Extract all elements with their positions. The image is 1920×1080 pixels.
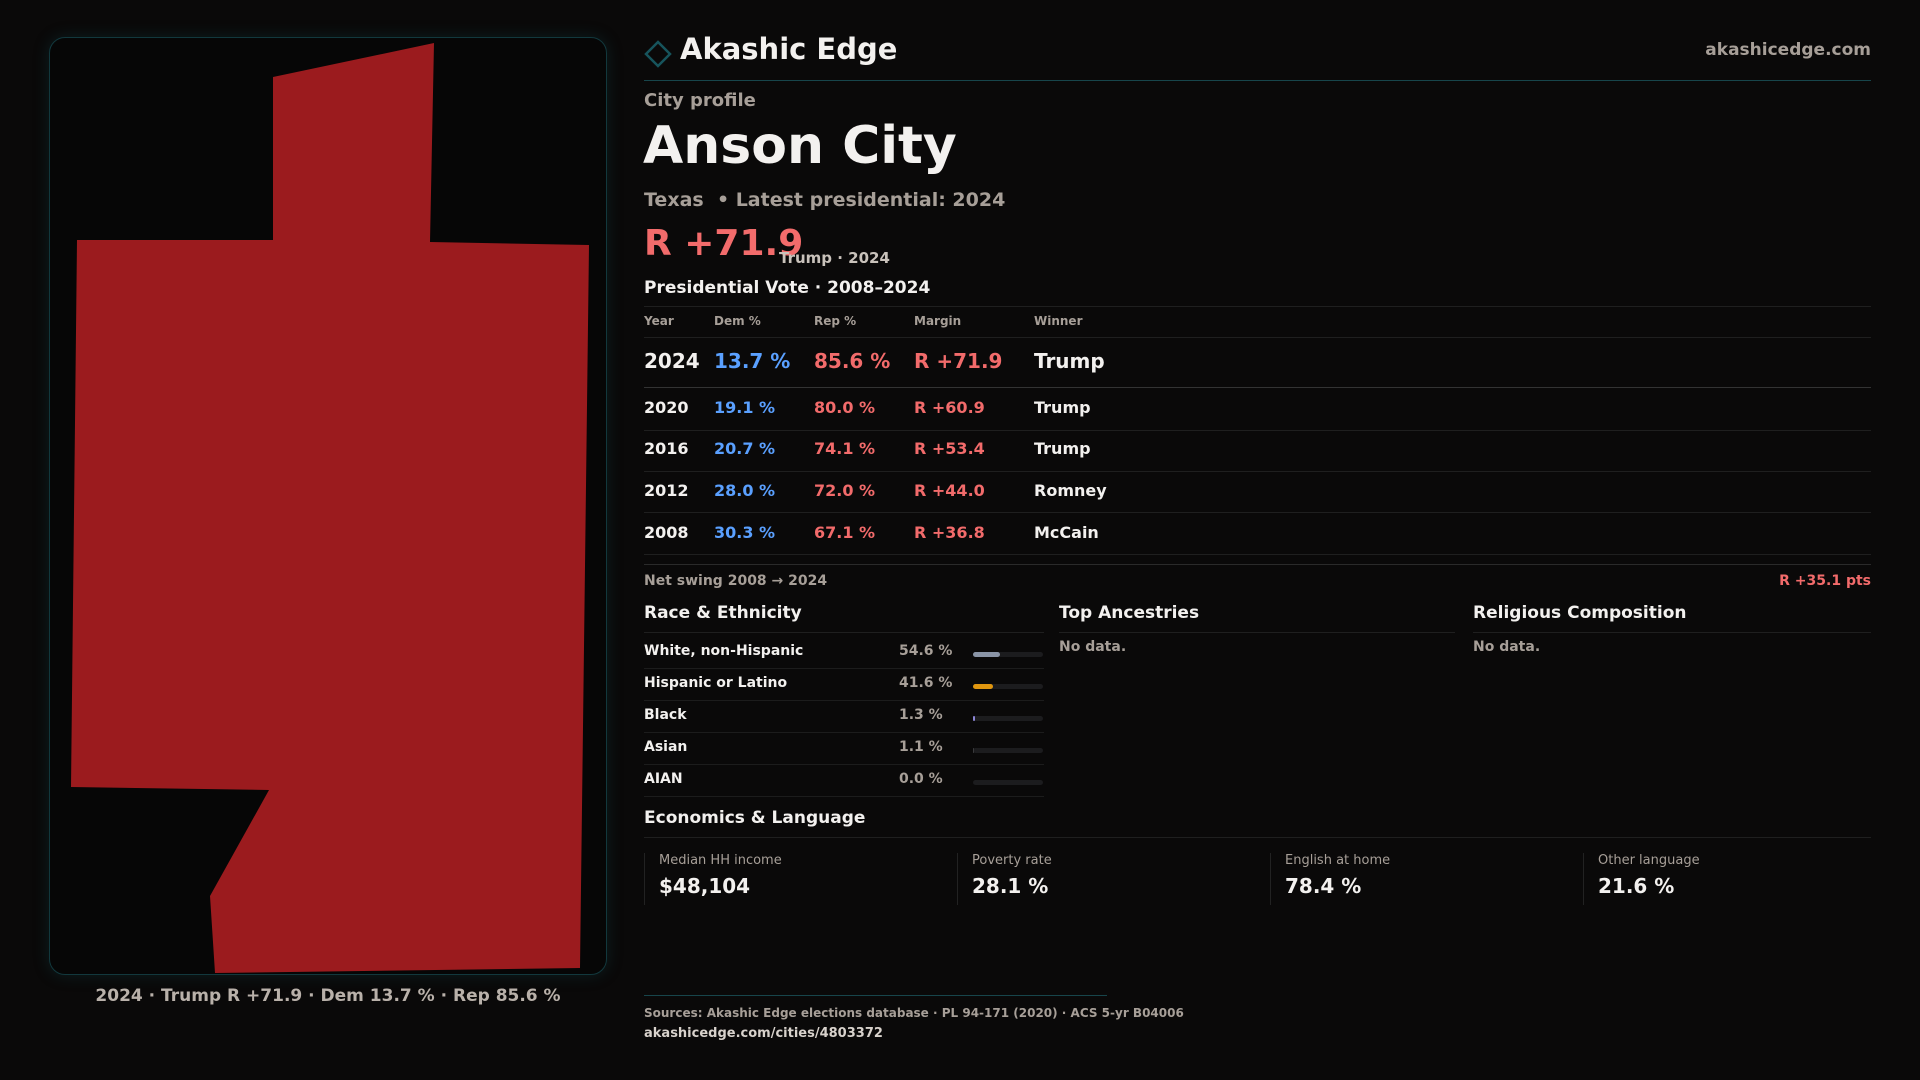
race-bar-fill [973, 748, 974, 753]
net-swing-value: R +35.1 pts [1779, 573, 1871, 589]
col-margin: Margin [914, 314, 962, 328]
margin-note: Trump · 2024 [779, 249, 890, 267]
stat-other-language: Other language 21.6 % [1583, 853, 1883, 905]
winner: Trump [1034, 398, 1091, 417]
col-rep: Rep % [814, 314, 857, 328]
stat-label: Poverty rate [972, 853, 1052, 868]
margin: R +53.4 [914, 439, 985, 458]
year: 2024 [644, 349, 700, 373]
race-bar-track [973, 716, 1043, 721]
race-value: 1.1 % [899, 739, 943, 755]
page-url-link[interactable]: akashicedge.com/cities/4803372 [644, 1026, 883, 1041]
year: 2016 [644, 439, 689, 458]
col-year: Year [644, 314, 674, 328]
dem-pct: 30.3 % [714, 523, 776, 542]
race-bar-track [973, 748, 1043, 753]
race-value: 54.6 % [899, 643, 953, 659]
stat-value: 28.1 % [972, 874, 1049, 898]
stat-label: Other language [1598, 853, 1700, 868]
religion-title: Religious Composition [1473, 603, 1687, 623]
race-bar-track [973, 780, 1043, 785]
brand-name: Akashic Edge [680, 32, 898, 66]
stat-english-home: English at home 78.4 % [1270, 853, 1570, 905]
stat-poverty-rate: Poverty rate 28.1 % [957, 853, 1257, 905]
race-value: 41.6 % [899, 675, 953, 691]
margin: R +44.0 [914, 481, 985, 500]
year: 2008 [644, 523, 689, 542]
race-label: White, non-Hispanic [644, 643, 804, 659]
page-title: Anson City [643, 116, 957, 176]
winner: Trump [1034, 439, 1091, 458]
page-kicker: City profile [644, 90, 756, 111]
dem-pct: 28.0 % [714, 481, 776, 500]
diamond-logo-icon [644, 40, 672, 68]
margin: R +71.9 [914, 349, 1003, 373]
race-bar-fill [973, 652, 1000, 657]
page-subtitle: Texas • Latest presidential: 2024 [644, 189, 1006, 211]
ancestries-title: Top Ancestries [1059, 603, 1200, 623]
race-label: Hispanic or Latino [644, 675, 788, 691]
rep-pct: 80.0 % [814, 398, 876, 417]
margin: R +36.8 [914, 523, 985, 542]
year: 2020 [644, 398, 689, 417]
city-map[interactable] [49, 37, 607, 975]
race-value: 0.0 % [899, 771, 943, 787]
map-caption: 2024 · Trump R +71.9 · Dem 13.7 % · Rep … [95, 986, 561, 1006]
stat-median-income: Median HH income $48,104 [644, 853, 944, 905]
site-link[interactable]: akashicedge.com [1705, 40, 1871, 60]
stat-value: 78.4 % [1285, 874, 1362, 898]
net-swing-label: Net swing 2008 → 2024 [644, 573, 828, 589]
race-bar-fill [973, 684, 994, 689]
margin: R +60.9 [914, 398, 985, 417]
race-label: AIAN [644, 771, 683, 787]
race-bar-fill [973, 716, 975, 721]
winner: McCain [1034, 523, 1099, 542]
race-bar-track [973, 652, 1043, 657]
dem-pct: 19.1 % [714, 398, 776, 417]
year: 2012 [644, 481, 689, 500]
rep-pct: 67.1 % [814, 523, 876, 542]
econ-title: Economics & Language [644, 808, 866, 828]
dem-pct: 13.7 % [714, 349, 791, 373]
race-value: 1.3 % [899, 707, 943, 723]
vote-section-title: Presidential Vote · 2008–2024 [644, 278, 931, 298]
stat-value: 21.6 % [1598, 874, 1675, 898]
rep-pct: 74.1 % [814, 439, 876, 458]
rep-pct: 85.6 % [814, 349, 891, 373]
winner: Romney [1034, 481, 1107, 500]
race-bar-track [973, 684, 1043, 689]
race-label: Black [644, 707, 687, 723]
religion-empty: No data. [1473, 639, 1541, 655]
rep-pct: 72.0 % [814, 481, 876, 500]
col-dem: Dem % [714, 314, 761, 328]
margin-headline: R +71.9 [644, 223, 804, 264]
stat-value: $48,104 [659, 874, 751, 898]
stat-label: Median HH income [659, 853, 782, 868]
city-boundary-shape [71, 43, 589, 973]
winner: Trump [1034, 349, 1105, 373]
ancestries-empty: No data. [1059, 639, 1127, 655]
race-label: Asian [644, 739, 688, 755]
sources-text: Sources: Akashic Edge elections database… [644, 1006, 1184, 1020]
col-winner: Winner [1034, 314, 1083, 328]
race-title: Race & Ethnicity [644, 603, 802, 623]
stat-label: English at home [1285, 853, 1391, 868]
dem-pct: 20.7 % [714, 439, 776, 458]
